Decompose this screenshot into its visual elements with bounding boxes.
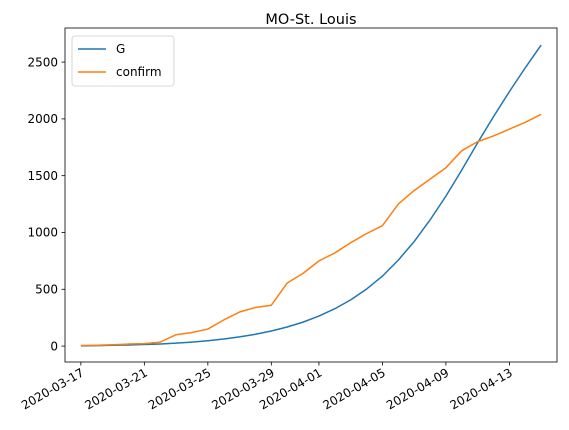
x-tick-label: 2020-04-13 [447, 365, 514, 412]
axes-layer: 0 500 1000 1500 2000 2500 2020-03-172020-03-21… [19, 55, 515, 412]
plot-frame [64, 27, 558, 363]
x-tick-label: 2020-03-25 [146, 365, 213, 412]
series-line-g [80, 44, 542, 347]
y-tick-label: 0 [50, 339, 58, 353]
y-tick-label: 1000 [27, 226, 58, 240]
series-layer [80, 44, 542, 347]
x-tick-label: 2020-03-21 [82, 365, 149, 412]
y-tick-label: 1500 [27, 169, 58, 183]
legend-label-g: G [116, 42, 125, 56]
y-tick-label: 500 [35, 282, 58, 296]
legend: G confirm [71, 35, 175, 87]
legend-label-confirm: confirm [116, 65, 162, 79]
chart-title: MO-St. Louis [265, 12, 356, 28]
x-tick-label: 2020-03-17 [19, 365, 86, 412]
series-line-confirm [80, 113, 542, 347]
x-tick-label: 2020-04-05 [321, 365, 388, 412]
y-tick-label: 2500 [27, 55, 58, 69]
x-tick-label: 2020-04-09 [384, 365, 451, 412]
y-tick-label: 2000 [27, 112, 58, 126]
